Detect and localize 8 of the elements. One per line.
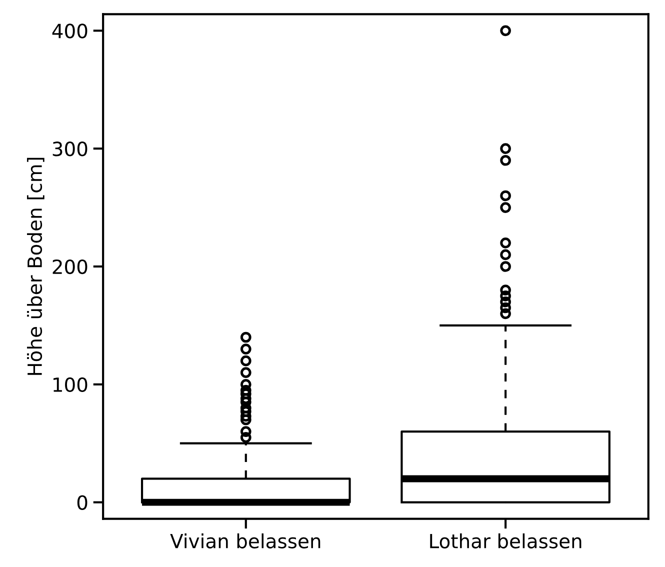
- x-tick-label: Vivian belassen: [170, 533, 320, 548]
- x-tick-label: Lothar belassen: [430, 533, 582, 548]
- y-tick-label: 300: [52, 142, 88, 156]
- y-tick-label: 100: [54, 377, 88, 392]
- y-tick-label: 400: [52, 24, 88, 38]
- y-axis-title: Höhe über Boden [cm]: [27, 158, 44, 375]
- y-tick-label: 200: [52, 259, 88, 274]
- y-tick-label: 0: [77, 495, 88, 510]
